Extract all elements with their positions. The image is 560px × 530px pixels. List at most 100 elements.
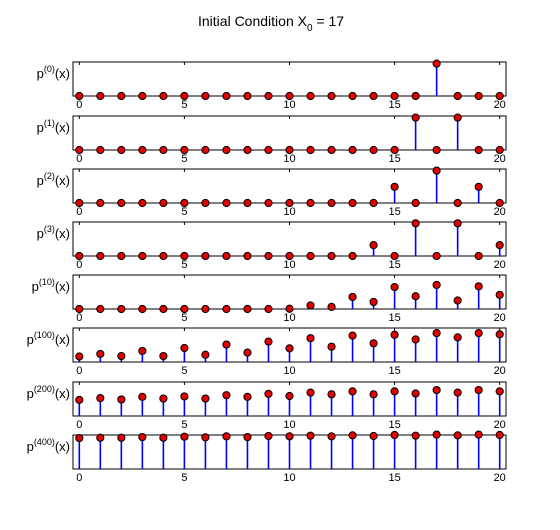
- y-axis-label: p(100)(x): [27, 330, 70, 347]
- stem-marker: [180, 145, 189, 155]
- stem-marker: [96, 349, 105, 359]
- stem-marker: [390, 182, 399, 191]
- y-axis-label: p(400)(x): [27, 437, 70, 454]
- stem-marker: [348, 91, 357, 101]
- stem-marker: [180, 304, 189, 314]
- subplot-6: p(200)(x) 0 5 10 15 20: [27, 381, 507, 431]
- stem-marker: [306, 431, 315, 440]
- stem-marker: [201, 350, 210, 359]
- y-label-tail: (x): [55, 173, 70, 188]
- stem-marker: [180, 91, 189, 101]
- stem-marker: [453, 431, 462, 440]
- stem-marker: [201, 145, 210, 155]
- x-tick-label: 10: [283, 365, 295, 377]
- axes-frame: [72, 221, 507, 257]
- stem-marker: [138, 198, 147, 208]
- stem-marker: [285, 304, 294, 313]
- stem-marker: [390, 251, 399, 261]
- y-label-superscript: (400): [34, 437, 55, 447]
- y-label-base: p: [27, 386, 34, 401]
- stem-marker: [348, 387, 357, 396]
- stem-marker: [159, 198, 168, 208]
- x-tick-label: 10: [283, 99, 295, 111]
- stem-marker: [474, 251, 483, 261]
- x-tick-label: 20: [494, 365, 506, 377]
- stem-marker: [159, 91, 168, 101]
- stem-marker: [474, 282, 483, 291]
- stem-marker: [180, 198, 189, 208]
- stem-marker: [432, 145, 441, 155]
- x-tick-label: 5: [181, 365, 187, 377]
- stem-marker: [327, 198, 336, 208]
- stem-marker: [138, 392, 147, 401]
- x-tick-label: 0: [76, 419, 82, 431]
- x-tick-label: 15: [388, 312, 400, 324]
- y-axis-label: p(0)(x): [37, 64, 70, 81]
- stem-marker: [75, 395, 84, 404]
- y-label-base: p: [37, 120, 44, 135]
- x-tick-label: 5: [181, 472, 187, 484]
- stem-marker: [96, 198, 105, 208]
- stem-marker: [495, 198, 504, 208]
- x-tick-label: 20: [494, 206, 506, 218]
- stem-marker: [222, 391, 231, 400]
- stem-marker: [243, 145, 252, 155]
- x-tick-label: 15: [388, 419, 400, 431]
- stem-marker: [432, 329, 441, 338]
- subplot-3: p(3)(x) 0 5 10 15 20: [37, 219, 507, 271]
- subplot-4: p(10)(x) 0 5 10 15 20: [32, 274, 507, 324]
- x-tick-label: 10: [283, 153, 295, 165]
- stem-marker: [243, 348, 252, 357]
- stem-marker: [348, 251, 357, 261]
- x-tick-label: 10: [283, 472, 295, 484]
- stem-marker: [474, 145, 483, 155]
- stem-marker: [495, 145, 504, 155]
- stem-marker: [453, 219, 462, 228]
- stem-marker: [159, 351, 168, 361]
- stem-marker: [390, 282, 399, 292]
- x-tick-label: 0: [76, 312, 82, 324]
- stem-marker: [306, 334, 315, 343]
- stem-marker: [243, 304, 252, 314]
- stem-marker: [285, 198, 294, 208]
- axes-frame: [72, 61, 507, 97]
- stem-marker: [453, 91, 462, 101]
- stem-marker: [348, 431, 357, 440]
- stem-marker: [180, 392, 189, 401]
- stem-marker: [96, 145, 105, 155]
- stem-marker: [285, 251, 294, 261]
- stem-marker: [222, 251, 231, 261]
- x-tick-label: 10: [283, 206, 295, 218]
- stem-marker: [159, 145, 168, 155]
- x-tick-label: 15: [388, 206, 400, 218]
- x-tick-label: 5: [181, 99, 187, 111]
- stem-marker: [201, 251, 210, 261]
- stem-marker: [159, 304, 168, 314]
- y-label-base: p: [32, 279, 39, 294]
- stem-marker: [75, 304, 84, 314]
- x-tick-label: 20: [494, 259, 506, 271]
- stem-marker: [369, 431, 378, 441]
- stem-marker: [411, 91, 420, 101]
- y-axis-label: p(10)(x): [32, 277, 70, 294]
- stem-marker: [222, 91, 231, 101]
- stem-marker: [390, 91, 399, 101]
- stem-marker: [117, 91, 126, 101]
- x-tick-label: 15: [388, 99, 400, 111]
- y-label-tail: (x): [55, 386, 70, 401]
- x-tick-label: 20: [494, 472, 506, 484]
- stem-marker: [222, 340, 231, 349]
- axes-frame: [72, 115, 507, 151]
- stem-marker: [306, 91, 315, 101]
- stem-marker: [306, 251, 315, 261]
- stem-marker: [432, 251, 441, 261]
- x-tick-label: 5: [181, 259, 187, 271]
- stem-marker: [117, 395, 126, 404]
- stem-marker: [264, 304, 273, 314]
- stem-marker: [201, 304, 210, 314]
- stem-marker: [117, 304, 126, 314]
- stem-marker: [159, 433, 168, 442]
- x-tick-label: 5: [181, 206, 187, 218]
- stem-marker: [495, 290, 504, 299]
